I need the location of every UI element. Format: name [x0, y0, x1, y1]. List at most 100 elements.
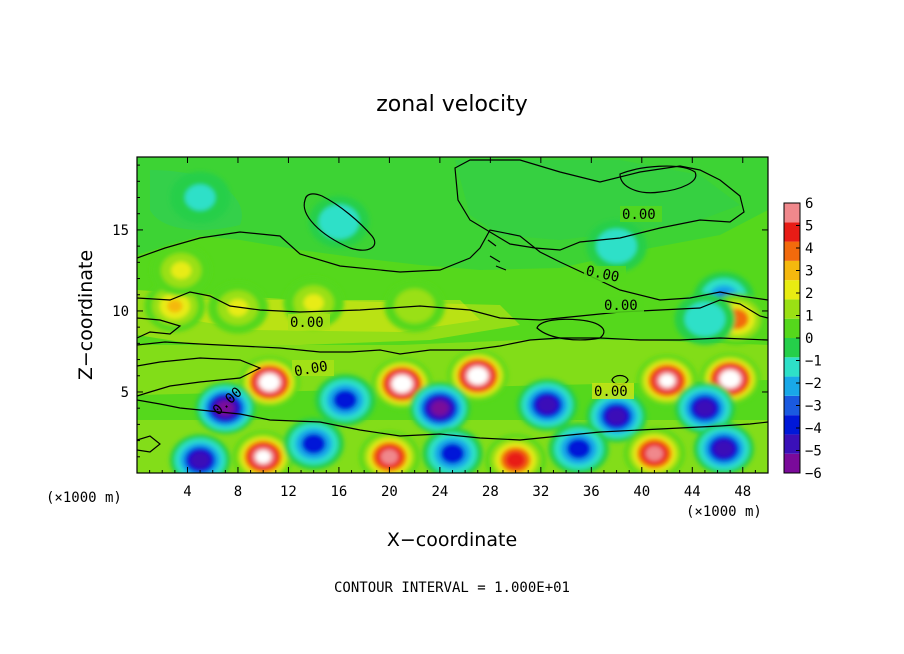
x-tick-label: 44 [684, 484, 701, 500]
x-tick-label: 40 [633, 484, 650, 500]
y-tick-label: 10 [112, 304, 129, 320]
field-blob [572, 443, 585, 454]
colorbar-tick-label: −2 [805, 376, 822, 392]
contour-label: 0.00 [594, 384, 628, 400]
contour-label: 0.00 [290, 315, 324, 331]
contour-lines [137, 159, 768, 453]
contour-line [137, 435, 161, 453]
field-blob [167, 299, 183, 313]
field-blob [718, 444, 729, 454]
contour-line [487, 239, 507, 271]
colorbar-tick-label: −6 [805, 466, 822, 482]
contour-line [137, 229, 768, 301]
field-blob [542, 400, 553, 410]
colorbar-segment [784, 222, 800, 242]
field-blob [385, 453, 394, 461]
x-unit-label-right: (×1000 m) [686, 504, 762, 520]
x-tick-label: 12 [280, 484, 297, 500]
contour-line [619, 165, 697, 194]
contour-label-bg [584, 266, 626, 282]
contour-line [454, 159, 745, 251]
colorbar-tick-label: 3 [805, 264, 813, 280]
field-blob [184, 184, 216, 211]
chart-title: zonal velocity [376, 92, 528, 117]
contour-interval-text: CONTOUR INTERVAL = 1.000E+01 [334, 580, 570, 596]
x-tick-label: 32 [532, 484, 549, 500]
field-blob [435, 404, 445, 412]
y-tick-label: 15 [112, 223, 129, 239]
field-blob [510, 455, 521, 465]
colorbar-segment [784, 318, 800, 338]
contour-label-bg [288, 314, 330, 330]
field-blob [663, 377, 671, 384]
x-tick-label: 28 [482, 484, 499, 500]
colorbar-segment [784, 338, 800, 358]
x-tick-label: 16 [330, 484, 347, 500]
colorbar-tick-label: −5 [805, 444, 822, 460]
field-blob [307, 438, 320, 450]
colorbar-segment [784, 299, 800, 319]
x-unit-label-left: (×1000 m) [46, 490, 122, 506]
contour-line [137, 337, 768, 355]
colorbar-tick-label: 6 [805, 196, 813, 212]
x-tick-label: 8 [234, 484, 242, 500]
colorbar-segment [784, 415, 800, 435]
contour-line [137, 357, 262, 397]
contour-label-bg [592, 383, 634, 399]
x-tick-label: 20 [381, 484, 398, 500]
field-blob [474, 372, 482, 379]
colorbar-segment [784, 241, 800, 261]
field-blob [611, 411, 622, 421]
contour-line [137, 399, 768, 441]
x-tick-label: 36 [583, 484, 600, 500]
field-blob [726, 376, 734, 382]
field-upper-region-3 [455, 160, 740, 240]
field-blob [328, 213, 350, 231]
contour-line [137, 317, 182, 339]
y-tick-label: 5 [121, 385, 129, 401]
field-blob [606, 237, 627, 255]
x-tick-label: 48 [734, 484, 751, 500]
contour-line [303, 193, 376, 251]
field-blob [221, 404, 230, 412]
field-blob [339, 394, 352, 406]
contour-label-bg [620, 206, 662, 222]
field-blob [227, 299, 249, 317]
field-blob [195, 455, 206, 465]
x-axis: 4 8 12 16 20 24 28 32 36 40 44 48 [149, 157, 756, 500]
contour-label: 0.00 [584, 263, 620, 286]
colorbar-segment [784, 376, 800, 396]
field-features [144, 171, 767, 473]
colorbar-segment [784, 395, 800, 416]
y-axis-label: Z−coordinate [75, 250, 97, 380]
colorbar-segment [784, 357, 800, 377]
contour-label: 0.00 [622, 207, 656, 223]
heatmap-field [137, 157, 768, 473]
x-tick-label: 4 [183, 484, 191, 500]
field-blob [303, 294, 324, 312]
colorbar-segment [784, 280, 800, 300]
colorbar-tick-label: 2 [805, 286, 813, 302]
x-tick-label: 24 [431, 484, 448, 500]
colorbar-tick-label: −1 [805, 354, 822, 370]
colorbar-segment [784, 453, 800, 473]
colorbar-tick-label: 5 [805, 219, 813, 235]
field-blob [694, 310, 715, 328]
contour-label-group: 0.00 0.00 0.00 0.00 0.00 0.00 0.00 [210, 206, 662, 419]
colorbar-tick-label: 1 [805, 309, 813, 325]
contour-line [137, 291, 768, 321]
contour-label-bg [602, 297, 644, 313]
contour-label-bg [292, 360, 334, 376]
colorbar: 6 5 4 3 2 1 0 −1 −2 −3 −4 −5 −6 [783, 196, 822, 482]
contour-label: 0.00 [604, 298, 638, 314]
colorbar-segment [784, 260, 800, 281]
colorbar-tick-label: 0 [805, 331, 813, 347]
x-axis-label: X−coordinate [387, 529, 517, 551]
field-blob [398, 380, 406, 387]
field-blob [650, 449, 659, 458]
colorbar-segment [784, 434, 800, 454]
field-blob [699, 403, 710, 413]
y-axis: 5 10 15 [112, 164, 768, 458]
field-blob [266, 379, 273, 386]
